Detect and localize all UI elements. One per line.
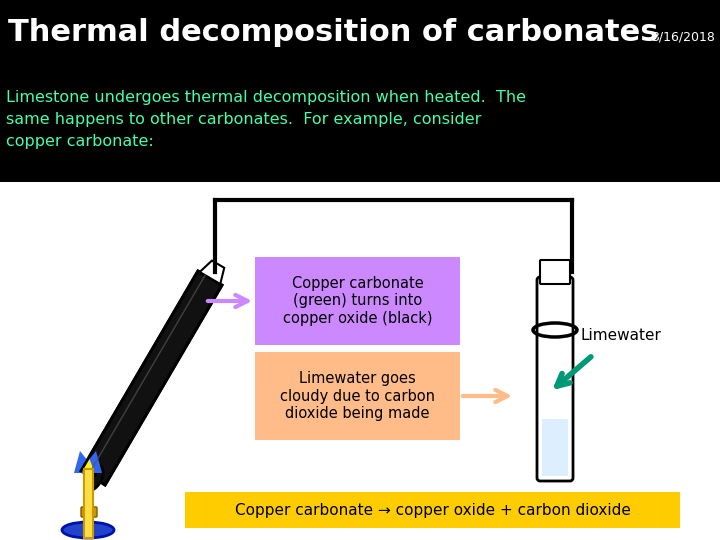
Bar — [255, 352, 460, 440]
Polygon shape — [82, 455, 94, 471]
Text: Copper carbonate → copper oxide + carbon dioxide: Copper carbonate → copper oxide + carbon… — [235, 503, 631, 517]
Text: Limewater goes
cloudy due to carbon
dioxide being made: Limewater goes cloudy due to carbon diox… — [280, 371, 435, 421]
Text: same happens to other carbonates.  For example, consider: same happens to other carbonates. For ex… — [6, 112, 482, 127]
FancyBboxPatch shape — [540, 260, 570, 284]
Text: Thermal decomposition of carbonates: Thermal decomposition of carbonates — [8, 18, 659, 47]
Text: Limestone undergoes thermal decomposition when heated.  The: Limestone undergoes thermal decompositio… — [6, 90, 526, 105]
FancyBboxPatch shape — [542, 419, 568, 476]
FancyBboxPatch shape — [537, 277, 573, 481]
Text: copper carbonate:: copper carbonate: — [6, 134, 154, 149]
Polygon shape — [74, 451, 102, 473]
Polygon shape — [86, 466, 103, 491]
Bar — [255, 257, 460, 345]
Ellipse shape — [62, 522, 114, 538]
Text: Limewater: Limewater — [580, 327, 661, 342]
Bar — [0, 182, 720, 540]
Polygon shape — [199, 261, 224, 284]
Text: Copper carbonate
(green) turns into
copper oxide (black): Copper carbonate (green) turns into copp… — [283, 276, 432, 326]
Bar — [185, 492, 680, 528]
Polygon shape — [81, 271, 222, 485]
Text: 3/16/2018: 3/16/2018 — [651, 30, 715, 43]
FancyBboxPatch shape — [81, 507, 97, 517]
